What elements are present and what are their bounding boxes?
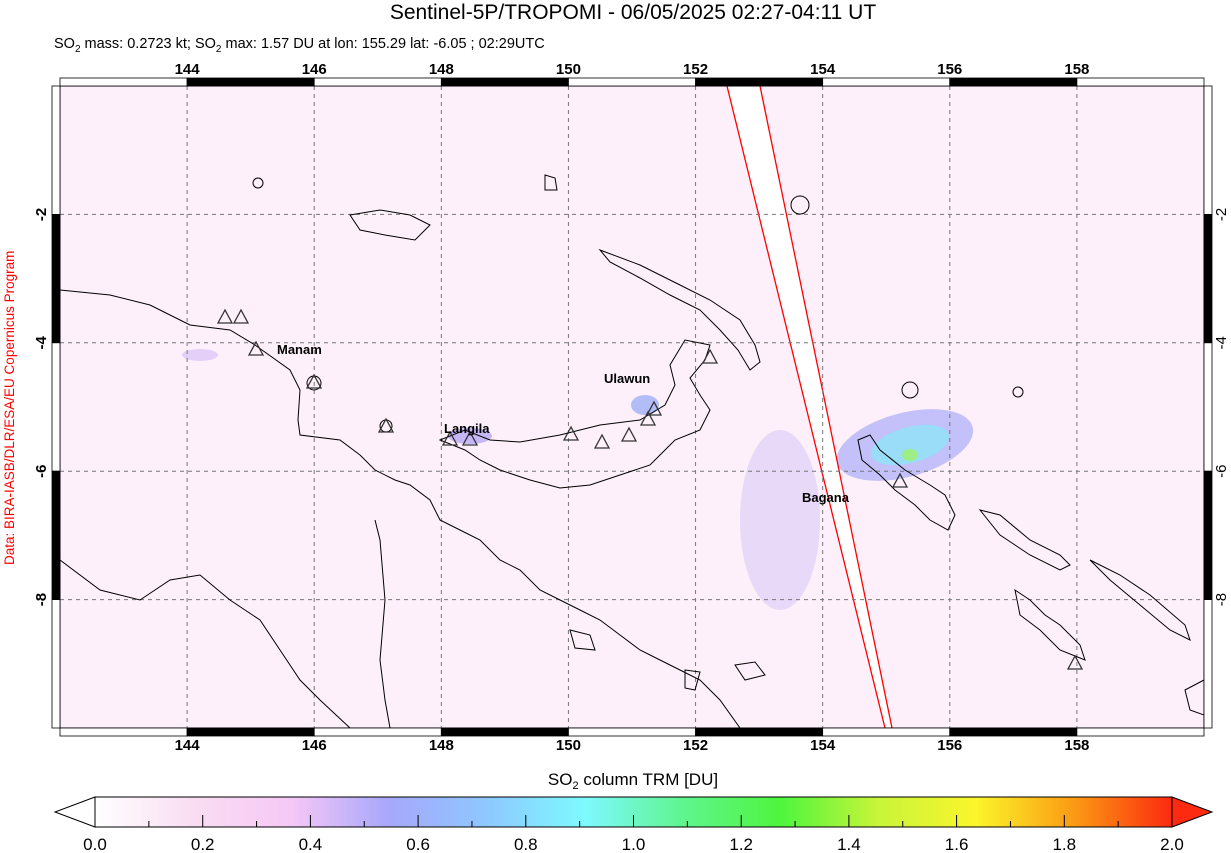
border-segment bbox=[51, 213, 61, 344]
axis-tick-labels: 144 144 146 146 148 148 150 150 152 152 154 154 156 1… bbox=[33, 61, 1230, 754]
border-segment bbox=[59, 77, 188, 87]
lat-tick-label-left: -4 bbox=[33, 335, 50, 349]
volcano-label-manam: Manam bbox=[277, 342, 322, 357]
lat-tick-label-left: -6 bbox=[33, 465, 50, 478]
border-segment bbox=[568, 77, 696, 87]
colorbar-label: SO2 column TRM [DU] bbox=[548, 770, 718, 792]
lat-tick-label-left: -2 bbox=[33, 208, 50, 221]
colorbar-tick-label: 1.8 bbox=[1052, 835, 1076, 853]
border-segment bbox=[949, 77, 1078, 87]
so2-summary: SO2 mass: 0.2723 kt; SO2 max: 1.57 DU at… bbox=[54, 36, 545, 55]
colorbar: 0.0 0.2 0.4 0.6 0.8 1.0 1.2 1.4 1.6 1.8 2.0 bbox=[53, 796, 1214, 853]
border-segment bbox=[186, 77, 315, 87]
lon-tick-label-top: 144 bbox=[175, 61, 201, 78]
lon-tick-label-bottom: 158 bbox=[1064, 737, 1089, 754]
border-segment bbox=[568, 727, 696, 737]
coastlines bbox=[60, 174, 1204, 728]
volcano-triangle-icon bbox=[639, 410, 657, 426]
colorbar-tick-label: 0.6 bbox=[406, 835, 430, 853]
colorbar-tick-label: 0.8 bbox=[514, 835, 538, 853]
border-segment bbox=[1203, 213, 1213, 344]
border-segment bbox=[1203, 470, 1213, 601]
orbit-edge-line bbox=[726, 86, 886, 728]
volcano-triangle-icon bbox=[1066, 654, 1084, 670]
lon-tick-label-top: 158 bbox=[1064, 61, 1089, 78]
volcano-triangle-icon bbox=[645, 400, 663, 416]
border-segment bbox=[313, 727, 442, 737]
so2-field bbox=[182, 86, 974, 728]
volcano-triangle-icon bbox=[562, 425, 580, 441]
lon-tick-label-top: 148 bbox=[429, 61, 454, 78]
border-segment bbox=[695, 77, 824, 87]
volcano-triangle-icon bbox=[441, 430, 459, 446]
border-segment bbox=[1076, 727, 1205, 737]
colorbar-over-arrow bbox=[1171, 796, 1214, 828]
volcano-triangle-icon bbox=[620, 426, 638, 442]
volcano-triangle-icon bbox=[216, 308, 234, 324]
border-segment bbox=[59, 727, 188, 737]
lon-tick-label-top: 152 bbox=[683, 61, 708, 78]
lat-tick-label-right: -4 bbox=[1213, 336, 1230, 349]
border-segment bbox=[1203, 342, 1213, 472]
border-segment bbox=[440, 727, 569, 737]
volcano-label-langila: Langila bbox=[444, 421, 490, 436]
map-area: Manam Langila Ulawun Bagana 144 144 146 146 148… bbox=[33, 61, 1230, 754]
data-credit: Data: BIRA-IASB/DLR/ESA/EU Copernicus Pr… bbox=[2, 251, 17, 565]
volcano-triangle-icon bbox=[593, 433, 611, 449]
colorbar-tick-label: 2.0 bbox=[1160, 835, 1184, 853]
border-segment bbox=[51, 342, 61, 472]
lat-tick-label-right: -8 bbox=[1213, 593, 1230, 606]
border-segment bbox=[51, 470, 61, 601]
map-border-scale bbox=[51, 77, 1213, 737]
volcano-label-ulawun: Ulawun bbox=[604, 371, 650, 386]
colorbar-tick-label: 1.2 bbox=[729, 835, 753, 853]
border-segment bbox=[822, 727, 951, 737]
colorbar-under-arrow bbox=[53, 796, 96, 828]
border-segment bbox=[51, 85, 61, 215]
orbit-gap bbox=[727, 86, 892, 728]
volcano-label-bagana: Bagana bbox=[802, 490, 850, 505]
lon-tick-label-bottom: 144 bbox=[175, 737, 201, 754]
lon-tick-label-bottom: 150 bbox=[556, 737, 581, 754]
colorbar-tick-label: 0.0 bbox=[83, 835, 107, 853]
border-segment bbox=[1203, 599, 1213, 729]
lon-tick-label-top: 146 bbox=[302, 61, 327, 78]
lat-tick-label-right: -6 bbox=[1213, 465, 1230, 478]
figure-title: Sentinel-5P/TROPOMI - 06/05/2025 02:27-0… bbox=[390, 1, 877, 24]
colorbar-tick-label: 1.0 bbox=[622, 835, 646, 853]
colorbar-tick-label: 0.4 bbox=[299, 835, 323, 853]
border-segment bbox=[313, 77, 442, 87]
border-segment bbox=[186, 727, 315, 737]
border-segment bbox=[1076, 77, 1205, 87]
volcano-triangle-icon bbox=[461, 430, 479, 446]
border-segment bbox=[51, 599, 61, 729]
lon-tick-label-bottom: 154 bbox=[810, 737, 836, 754]
lon-tick-label-top: 154 bbox=[810, 61, 836, 78]
lon-tick-label-bottom: 152 bbox=[683, 737, 708, 754]
lon-tick-label-bottom: 148 bbox=[429, 737, 454, 754]
lon-tick-label-bottom: 146 bbox=[302, 737, 327, 754]
border-segment bbox=[1203, 85, 1213, 215]
volcano-markers: Manam Langila Ulawun Bagana bbox=[216, 308, 1084, 670]
lat-tick-label-right: -2 bbox=[1213, 208, 1230, 221]
volcano-triangle-icon bbox=[247, 340, 265, 356]
border-segment bbox=[949, 727, 1078, 737]
orbit-edge-line bbox=[759, 86, 893, 728]
lon-tick-label-top: 150 bbox=[556, 61, 581, 78]
volcano-triangle-icon bbox=[377, 417, 395, 433]
border-segment bbox=[440, 77, 569, 87]
volcano-triangle-icon bbox=[891, 472, 909, 488]
border-segment bbox=[695, 727, 824, 737]
colorbar-tick-label: 1.6 bbox=[945, 835, 969, 853]
lon-tick-label-top: 156 bbox=[937, 61, 962, 78]
lon-tick-label-bottom: 156 bbox=[937, 737, 962, 754]
colorbar-tick-label: 0.2 bbox=[191, 835, 215, 853]
volcano-triangle-icon bbox=[305, 373, 323, 389]
volcano-triangle-icon bbox=[701, 348, 719, 364]
lat-tick-label-left: -8 bbox=[33, 593, 50, 606]
volcano-triangle-icon bbox=[232, 308, 250, 324]
border-segment bbox=[822, 77, 951, 87]
colorbar-tick-label: 1.4 bbox=[837, 835, 861, 853]
